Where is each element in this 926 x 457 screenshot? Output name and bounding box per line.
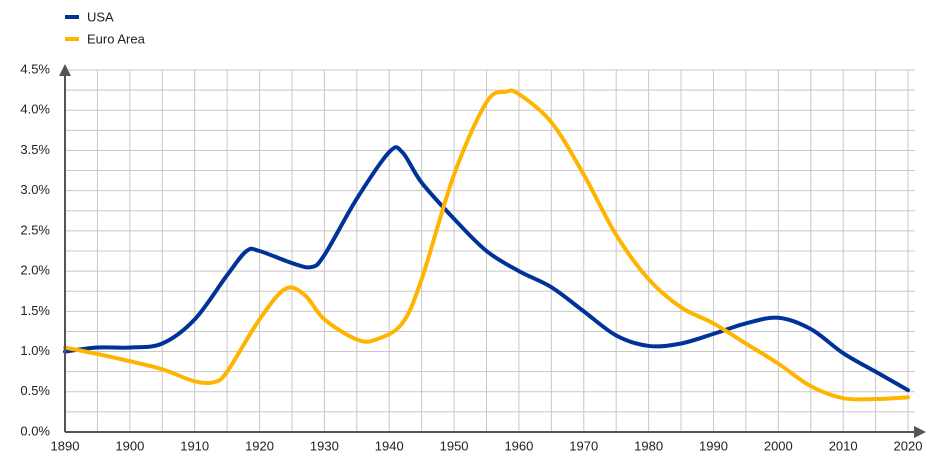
x-tick-label: 1980 bbox=[634, 438, 663, 453]
y-axis-arrow bbox=[59, 64, 71, 76]
axes bbox=[59, 64, 926, 438]
x-tick-label: 1930 bbox=[310, 438, 339, 453]
series-line bbox=[63, 145, 910, 393]
x-tick-label: 1950 bbox=[440, 438, 469, 453]
legend-label: USA bbox=[87, 9, 114, 24]
legend-label: Euro Area bbox=[87, 31, 146, 46]
x-axis-arrow bbox=[914, 426, 926, 438]
y-tick-label: 3.5% bbox=[20, 142, 50, 157]
x-tick-label: 2000 bbox=[764, 438, 793, 453]
lines bbox=[63, 88, 910, 402]
y-tick-label: 4.0% bbox=[20, 102, 50, 117]
labels: 0.0% 0.5% 1.0% 1.5% 2.0% 2.5% 3.0% 3.5% 4.0% 4.5%… bbox=[20, 9, 922, 453]
x-tick-label: 1910 bbox=[180, 438, 209, 453]
y-tick-label: 3.0% bbox=[20, 182, 50, 197]
x-tick-label: 1970 bbox=[569, 438, 598, 453]
y-tick-label: 2.0% bbox=[20, 263, 50, 278]
y-tick-label: 4.5% bbox=[20, 61, 50, 76]
y-tick-label: 1.5% bbox=[20, 303, 50, 318]
x-tick-label: 1890 bbox=[51, 438, 80, 453]
x-tick-label: 1960 bbox=[504, 438, 533, 453]
x-tick-label: 2020 bbox=[894, 438, 923, 453]
y-tick-label: 0.0% bbox=[20, 423, 50, 438]
x-tick-label: 1990 bbox=[699, 438, 728, 453]
x-tick-label: 1900 bbox=[115, 438, 144, 453]
x-tick-label: 1920 bbox=[245, 438, 274, 453]
x-tick-label: 2010 bbox=[829, 438, 858, 453]
y-tick-label: 1.0% bbox=[20, 343, 50, 358]
grid bbox=[64, 69, 915, 433]
y-tick-label: 2.5% bbox=[20, 222, 50, 237]
series-line bbox=[63, 88, 910, 402]
y-tick-label: 0.5% bbox=[20, 383, 50, 398]
x-tick-label: 1940 bbox=[375, 438, 404, 453]
